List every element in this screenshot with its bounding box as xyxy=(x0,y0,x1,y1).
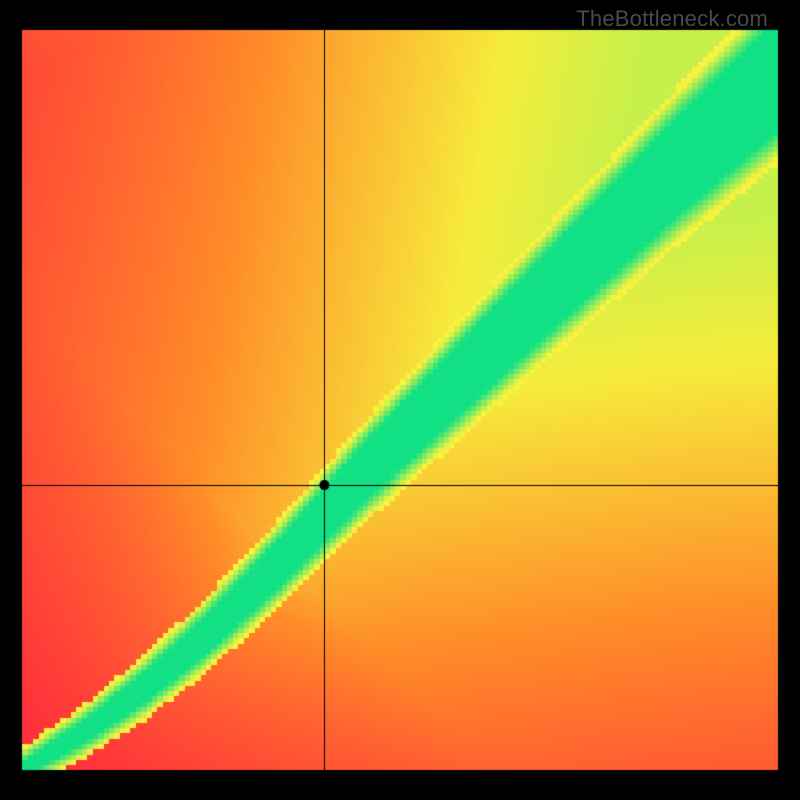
watermark: TheBottleneck.com xyxy=(576,6,768,32)
chart-container: { "watermark": { "text": "TheBottleneck.… xyxy=(0,0,800,800)
heatmap-chart xyxy=(0,0,800,800)
